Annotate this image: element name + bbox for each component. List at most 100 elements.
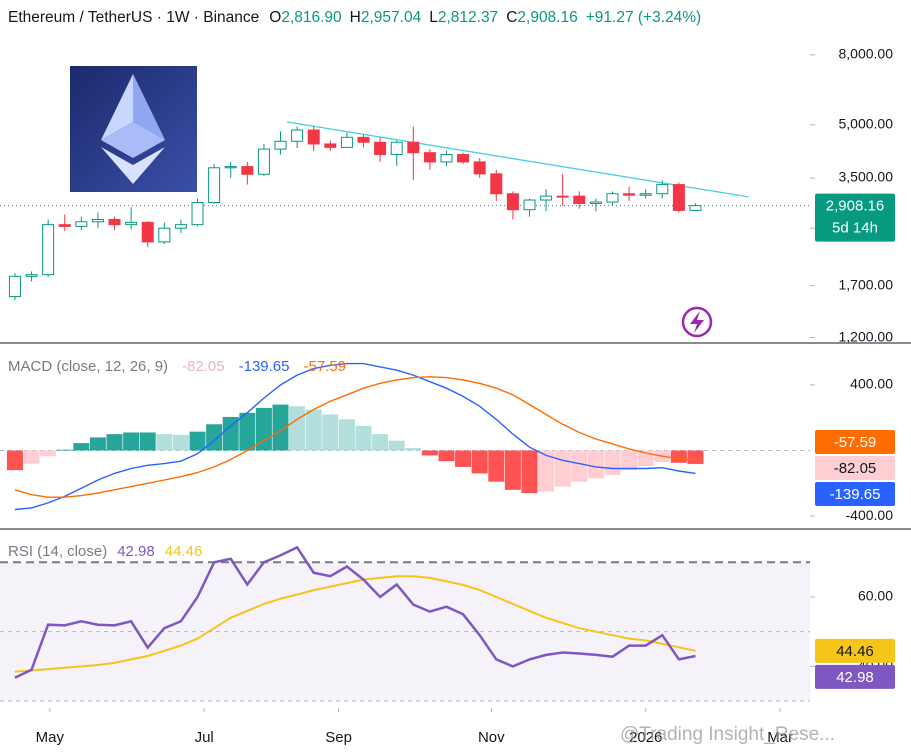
histogram-bar bbox=[206, 424, 223, 451]
histogram-bar bbox=[56, 449, 73, 451]
rsi-line bbox=[14, 545, 696, 679]
candle-body bbox=[340, 136, 353, 148]
ohlc-key: C bbox=[506, 9, 517, 26]
histogram-bar bbox=[338, 419, 355, 451]
histogram-bar bbox=[488, 450, 505, 482]
candle-body bbox=[423, 152, 436, 163]
candle-body bbox=[75, 221, 88, 227]
rsi-line bbox=[14, 575, 696, 673]
x-tick-label: Nov bbox=[478, 729, 505, 746]
x-tick-label: Mar bbox=[767, 729, 793, 746]
trendline bbox=[287, 121, 749, 198]
candle-body bbox=[672, 184, 685, 211]
candle-body bbox=[141, 221, 154, 243]
legend-value: -139.65 bbox=[239, 358, 290, 375]
y-tick-label: 3,500.00 bbox=[839, 169, 894, 185]
candle-body bbox=[191, 202, 204, 226]
candle-body bbox=[623, 193, 636, 196]
candle-body bbox=[224, 166, 237, 169]
candle-body bbox=[208, 167, 221, 204]
alert-icon[interactable] bbox=[681, 306, 713, 338]
histogram-bar bbox=[587, 450, 604, 479]
histogram-bar bbox=[355, 425, 372, 451]
histogram-bar bbox=[521, 450, 538, 494]
histogram-bar bbox=[421, 450, 438, 456]
histogram-bar bbox=[571, 450, 588, 482]
histogram-bar bbox=[289, 406, 306, 451]
histogram-bar bbox=[621, 450, 638, 471]
ohlc-key: L bbox=[429, 9, 438, 26]
candle-body bbox=[606, 193, 619, 203]
candle-body bbox=[291, 129, 304, 142]
histogram-bar bbox=[471, 450, 488, 474]
candle-body bbox=[241, 166, 254, 175]
x-tick-label: Sep bbox=[325, 729, 352, 746]
histogram-bar bbox=[89, 437, 106, 451]
histogram-bar bbox=[139, 432, 156, 451]
value-box bbox=[815, 638, 895, 663]
ohlc-value: 2,816.90 bbox=[281, 9, 342, 26]
value-box-label: 42.98 bbox=[836, 669, 874, 686]
histogram-bar bbox=[405, 448, 422, 451]
ohlc-key: O bbox=[269, 9, 281, 26]
last-price-box: 2,908.16 5d 14h bbox=[815, 193, 895, 242]
histogram-bar bbox=[172, 434, 189, 451]
eth-logo bbox=[70, 66, 197, 192]
legend-value: -57.59 bbox=[303, 358, 346, 375]
x-tick-label: Jul bbox=[195, 729, 214, 746]
histogram-bar bbox=[6, 450, 23, 471]
histogram-bar bbox=[372, 434, 389, 451]
header: Ethereum / TetherUS · 1W · Binance O2,816… bbox=[8, 9, 701, 26]
candle-body bbox=[257, 148, 270, 175]
candle-body bbox=[556, 195, 569, 198]
histogram-bar bbox=[670, 450, 687, 463]
candle-body bbox=[357, 136, 370, 143]
histogram-bar bbox=[23, 450, 40, 464]
y-tick-label: 8,000.00 bbox=[839, 46, 894, 62]
candle-body bbox=[639, 193, 652, 196]
y-tick-label: 60.00 bbox=[858, 588, 893, 604]
rsi-legend: RSI (14, close) 42.98 44.46 bbox=[8, 543, 202, 560]
histogram-bar bbox=[604, 450, 621, 476]
histogram-bar bbox=[322, 414, 339, 451]
candle-body bbox=[523, 199, 536, 211]
histogram-bar bbox=[40, 450, 57, 457]
candle-body bbox=[91, 219, 104, 223]
y-tick-label: 1,700.00 bbox=[839, 276, 894, 292]
histogram-bar bbox=[504, 450, 521, 490]
candle-body bbox=[8, 275, 21, 298]
histogram-bar bbox=[272, 404, 289, 451]
change-value: +91.27 (+3.24%) bbox=[586, 9, 701, 26]
x-tick-label: May bbox=[36, 729, 65, 746]
ohlc-value: 2,812.37 bbox=[438, 9, 498, 26]
candle-body bbox=[589, 201, 602, 205]
value-box bbox=[815, 429, 895, 454]
value-box-label: 44.46 bbox=[836, 643, 874, 660]
macd-legend: MACD (close, 12, 26, 9) -82.05 -139.65 -57.… bbox=[8, 358, 346, 375]
candle-body bbox=[374, 141, 387, 155]
histogram-bar bbox=[73, 443, 90, 451]
candle-body bbox=[457, 153, 470, 163]
candle-body bbox=[390, 141, 403, 155]
ohlc-key: H bbox=[350, 9, 361, 26]
value-box-label: -139.65 bbox=[830, 486, 881, 503]
symbol-title: Ethereum / TetherUS · 1W · Binance bbox=[8, 9, 259, 26]
value-box-label: -57.59 bbox=[834, 434, 877, 451]
candle-body bbox=[473, 161, 486, 175]
histogram-bar bbox=[255, 407, 272, 451]
macd-line bbox=[14, 362, 696, 511]
histogram-bar bbox=[222, 416, 239, 451]
value-box bbox=[815, 481, 895, 506]
candle-body bbox=[125, 221, 138, 226]
last-price-bg bbox=[815, 193, 895, 242]
candle-body bbox=[440, 153, 453, 163]
candle-body bbox=[506, 193, 519, 211]
ohlc-value: 2,908.16 bbox=[517, 9, 577, 26]
last-price-label: 2,908.16 bbox=[826, 198, 884, 215]
candle-body bbox=[25, 274, 38, 277]
countdown-label: 5d 14h bbox=[832, 220, 878, 237]
y-tick-label: 5,000.00 bbox=[839, 116, 894, 132]
histogram-bar bbox=[239, 412, 256, 451]
macd-line bbox=[14, 376, 696, 498]
